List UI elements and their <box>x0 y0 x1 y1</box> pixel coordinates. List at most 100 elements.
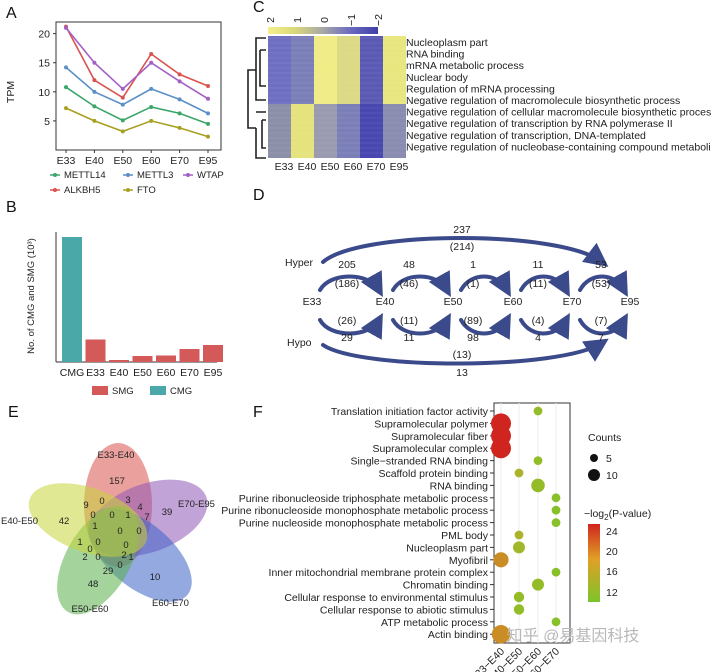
venn-overlap-count: 0 <box>109 510 114 521</box>
panel-a-point <box>64 65 68 70</box>
heatmap-cell <box>268 36 291 104</box>
legend-swatch-dot <box>53 188 57 192</box>
panel-b-legend: SMG CMG <box>92 386 192 397</box>
hyper-total-count-paren: (214) <box>450 241 475 253</box>
venn-unique-count: 157 <box>109 476 125 487</box>
panel-a-legend: METTL14 METTL3 WTAP ALKBH5 FTO <box>50 170 224 196</box>
panel-a-point <box>92 89 97 94</box>
heatmap-cell <box>383 36 406 104</box>
venn-overlap-count: 0 <box>117 526 122 537</box>
venn-overlap-count: 4 <box>137 502 142 513</box>
panel-f-term-label: Cellular response to environmental stimu… <box>284 592 488 604</box>
panel-a-xtick-label: E95 <box>199 155 218 167</box>
venn-overlap-count: 1 <box>125 510 130 521</box>
panel-a-ytick-label: 20 <box>38 29 50 41</box>
panel-a-xtick-label: E33 <box>57 155 76 167</box>
panel-a-series-line <box>65 86 209 125</box>
panel-f-term-label: Actin binding <box>428 629 488 641</box>
panel-e-label: E <box>8 404 19 421</box>
panel-f-term-label: Purine ribonucleoside triphosphate metab… <box>239 493 488 505</box>
panel-a-series-line <box>65 107 209 138</box>
venn-overlap-count: 9 <box>83 500 88 511</box>
panel-a-xtick-label: E70 <box>170 155 189 167</box>
stage-node-label: E60 <box>504 296 523 308</box>
heatmap-cell <box>360 36 383 104</box>
hypo-count: 29 <box>341 332 353 344</box>
venn-overlap-count: 0 <box>87 544 92 555</box>
panel-b-xtick-label: E95 <box>204 367 223 379</box>
legend-pvalue-title: −log2(P-value) <box>584 508 651 522</box>
hyper-transition-arc <box>519 270 570 297</box>
legend-size-dot <box>588 469 600 481</box>
panel-a-label: A <box>6 5 17 22</box>
venn-unique-count: 39 <box>162 507 173 518</box>
panel-a-point <box>64 25 68 30</box>
panel-f-dot <box>513 541 525 554</box>
legend-label: WTAP <box>197 170 224 181</box>
hypo-total-arc <box>321 338 609 366</box>
heatmap-term-label: Negative regulation of transcription, DN… <box>406 130 646 142</box>
legend-label: CMG <box>170 386 192 397</box>
panel-f-dot <box>531 478 545 493</box>
panel-a-point <box>206 84 210 88</box>
panel-f-dot <box>532 578 544 591</box>
panel-a-point <box>206 96 210 101</box>
panel-a-point <box>177 72 182 77</box>
panel-f-term-label: Single−stranded RNA binding <box>351 456 489 468</box>
hyper-transition-arc <box>578 270 628 297</box>
panel-a-point <box>92 60 97 65</box>
panel-a-ytick-label: 5 <box>44 116 50 128</box>
panel-a-point <box>206 111 210 116</box>
panel-b-ylabel: No. of CMG and SMG (10³) <box>26 238 37 354</box>
panel-a-point <box>120 118 125 123</box>
panel-b-bar <box>109 360 129 362</box>
panel-a-point <box>177 111 182 116</box>
legend-swatch-dot <box>53 173 57 177</box>
panel-b-xtick-label: E70 <box>180 367 199 379</box>
hypo-total-count-paren: (13) <box>453 349 472 361</box>
hypo-transition-arc <box>391 313 451 340</box>
panel-f-term-label: Purine nucleoside monophosphate metaboli… <box>239 518 488 530</box>
hyper-total-count: 237 <box>453 224 471 236</box>
heatmap-cell <box>360 104 383 158</box>
panel-b-bar <box>156 355 176 362</box>
heatmap-term-label: Negative regulation of macromolecule bio… <box>406 95 680 107</box>
venn-set-label: E60-E70 <box>152 598 189 609</box>
panel-f-dot <box>551 518 561 527</box>
venn-set-label: E70-E95 <box>178 499 215 510</box>
heatmap-dendrogram <box>247 37 266 159</box>
legend-size-dot <box>590 454 598 462</box>
heatmap-cell <box>337 36 360 104</box>
venn-overlap-count: 7 <box>144 512 149 523</box>
hypo-count-paren: (7) <box>595 315 608 327</box>
panel-a-point <box>120 129 125 134</box>
venn-set-label: E50-E60 <box>72 604 109 615</box>
venn-overlap-count: 0 <box>117 560 122 571</box>
venn-overlap-count: 0 <box>90 510 95 521</box>
hypo-count: 11 <box>404 332 415 344</box>
hyper-count-paren: (186) <box>335 278 360 290</box>
panel-a-point <box>92 78 97 83</box>
panel-f-dot <box>551 567 561 577</box>
hyper-count: 205 <box>338 259 356 271</box>
venn-overlap-count: 0 <box>95 552 100 563</box>
panel-b-bar <box>85 339 106 362</box>
panel-a-frame <box>55 21 222 151</box>
panel-f-dot <box>533 406 543 416</box>
panel-a-xtick-label: E50 <box>113 155 132 167</box>
panel-c-label: C <box>253 0 265 16</box>
panel-f-term-label: Supramolecular complex <box>372 443 488 455</box>
panel-f-dot <box>493 552 509 568</box>
panel-b-label: B <box>6 199 17 216</box>
hypo-transition-arc <box>578 313 628 340</box>
legend-label: ALKBH5 <box>64 185 100 196</box>
hypo-count-paren: (89) <box>464 315 483 327</box>
heatmap-cell <box>383 104 406 158</box>
legend-color-bar <box>588 524 600 602</box>
panel-a-point <box>177 79 182 84</box>
venn-set-label: E40-E50 <box>1 516 38 527</box>
heatmap-scale-tick: 2 <box>265 17 277 23</box>
hyper-count: 48 <box>403 259 415 271</box>
